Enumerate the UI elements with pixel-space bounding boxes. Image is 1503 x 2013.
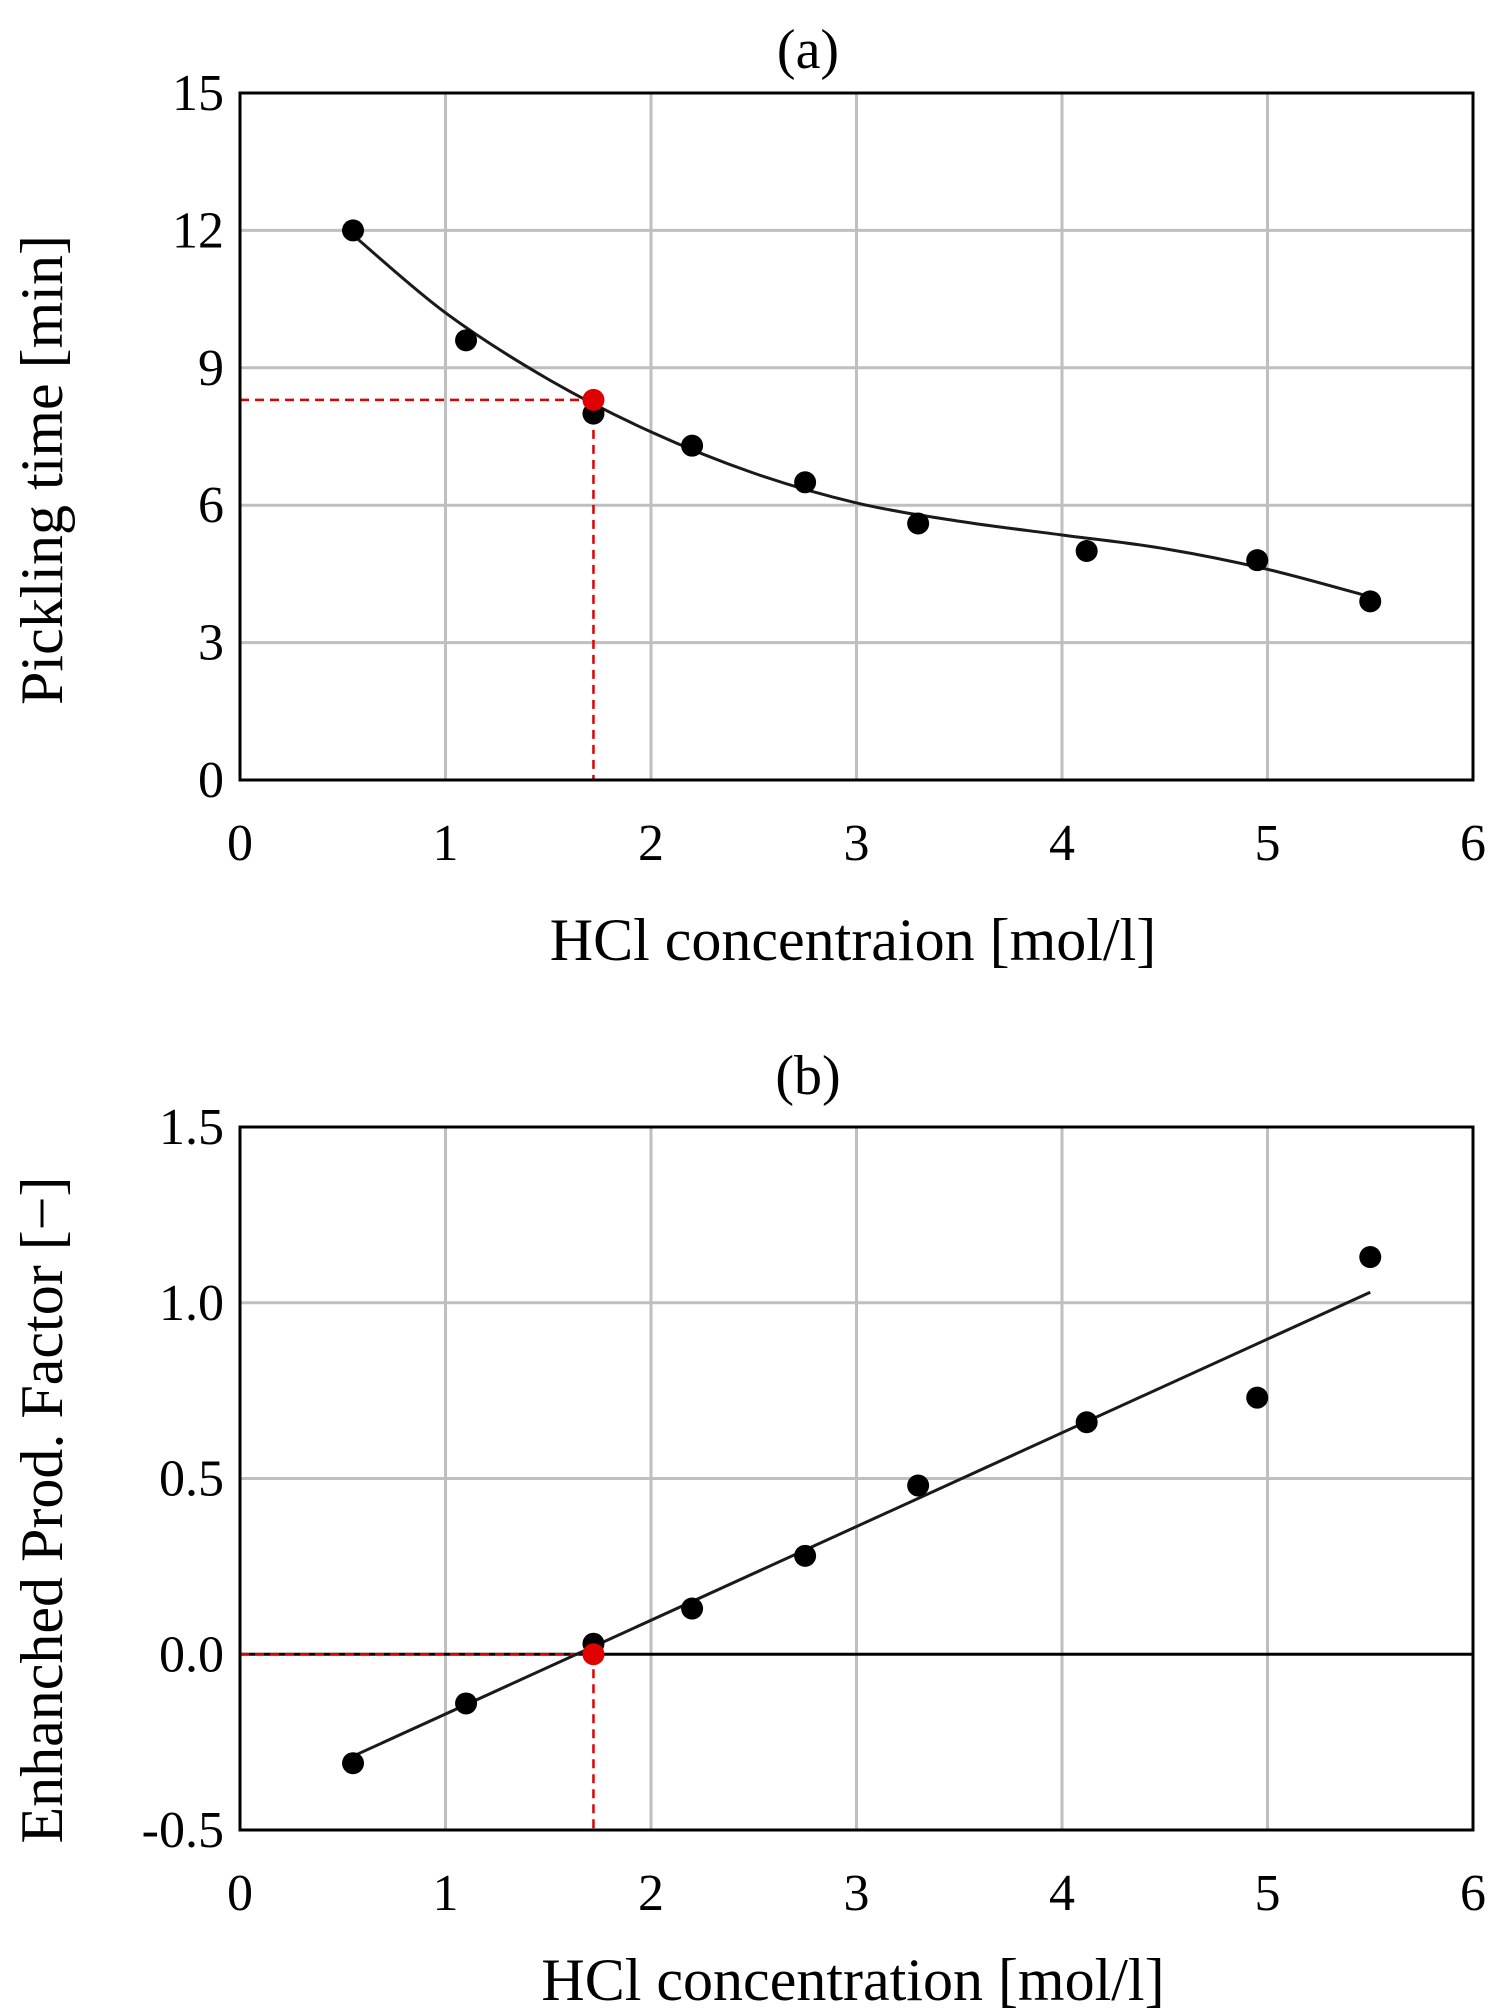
panel-a-frame [238,91,1475,782]
panel-a-data-point [1246,549,1269,572]
panel-b-highlight-point [582,1643,605,1666]
panel-a-highlight-point [582,388,605,411]
panel-b-y-tick-label: 1.5 [159,1099,224,1156]
panel-a-x-tick-label: 6 [1460,815,1486,872]
panel-b-x-tick-label: 5 [1255,1865,1281,1922]
panel-a-x-tick-label: 1 [433,815,459,872]
panel-a-y-tick-label: 0 [198,752,224,809]
panel-a-data-point [681,434,704,457]
panel-a-x-tick-label: 0 [227,815,253,872]
panel-a-x-tick-label: 4 [1049,815,1075,872]
panel-b-points [342,1246,1382,1775]
panel-a-data-point [1359,590,1382,613]
panel-b-x-tick-label: 3 [844,1865,870,1922]
panel-a-y-tick-label: 9 [198,340,224,397]
panel-b-y-tick-label: 0.5 [159,1451,224,1508]
panel-b-x-tick-label: 0 [227,1865,253,1922]
panel-a-y-ticks: 0 3 6 9 12 15 [172,65,224,809]
panel-a-y-tick-label: 15 [172,65,224,122]
panel-b-data-point [1075,1411,1098,1434]
panel-a-data-point [907,512,930,535]
panel-b-x-tick-label: 2 [638,1865,664,1922]
panel-a-y-axis-label: Pickling time [min] [9,235,75,705]
panel-a-y-tick-label: 3 [198,615,224,672]
panel-b-data-point [1359,1246,1382,1269]
panel-a-x-ticks: 0 1 2 3 4 5 6 [227,815,1486,872]
panel-a-y-tick-label: 12 [172,202,224,259]
panel-b-fit [352,1290,1371,1758]
panel-a-data-point [794,471,817,494]
panel-b-frame [238,1125,1475,1832]
panel-b-y-tick-label: -0.5 [142,1802,224,1859]
panel-b-data-point [1246,1386,1269,1409]
panel-b-data-point [455,1692,478,1715]
panel-a-data-point [455,329,478,352]
panel-b-y-tick-label: 1.0 [159,1275,224,1332]
panel-b-fit-line [352,1290,1371,1758]
panel-a-points [342,219,1382,613]
panel-a-reference-lines [240,398,595,780]
panel-b-data-point [794,1544,817,1567]
panel-a-title: (a) [777,19,839,81]
panel-b-data-point [342,1752,365,1775]
panel-a-fit [352,233,1371,599]
panel-b-x-axis-label: HCl concentration [mol/l] [541,1947,1164,2013]
panel-a-x-tick-label: 3 [844,815,870,872]
panel-b-title: (b) [775,1045,840,1107]
panel-b: (b) -0.5 0.0 0.5 1.0 1.5 0 1 2 3 4 5 6 HCl concent… [9,1045,1486,2013]
panel-b-x-tick-label: 4 [1049,1865,1075,1922]
panel-b-y-ticks: -0.5 0.0 0.5 1.0 1.5 [142,1099,224,1859]
panel-b-data-point [681,1597,704,1620]
panel-a-data-point [342,219,365,242]
panel-a-y-tick-label: 6 [198,477,224,534]
panel-b-x-ticks: 0 1 2 3 4 5 6 [227,1865,1486,1922]
panel-a-x-tick-label: 2 [638,815,664,872]
panel-a-fit-line [352,233,1371,599]
panel-a-gridlines [240,93,1473,780]
panel-a-x-tick-label: 5 [1255,815,1281,872]
panel-b-y-axis-label: Enhanched Prod. Factor [−] [9,1177,75,1844]
panel-b-y-tick-label: 0.0 [159,1626,224,1683]
panel-a-x-axis-label: HCl concentraion [mol/l] [550,907,1157,973]
panel-b-reference-lines [240,1653,595,1830]
panel-a-data-point [1075,540,1098,562]
panel-b-x-tick-label: 6 [1460,1865,1486,1922]
panel-b-x-tick-label: 1 [433,1865,459,1922]
panel-b-data-point [907,1474,930,1497]
